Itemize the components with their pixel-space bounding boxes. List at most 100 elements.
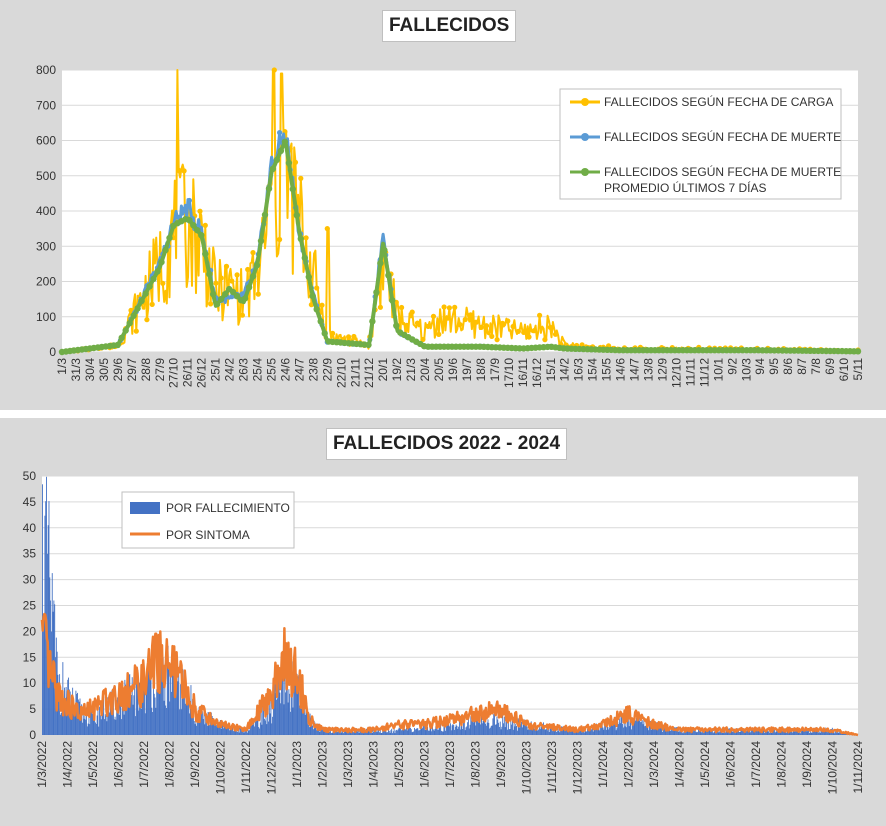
bar-por-fallecimiento [284,648,286,735]
data-point [265,185,273,192]
data-point [324,226,330,232]
data-point [389,297,396,304]
data-point [373,289,380,296]
bar-por-fallecimiento [705,728,707,735]
bar-por-fallecimiento [161,663,163,735]
bar-por-fallecimiento [148,655,149,735]
data-point [202,250,209,258]
bar-por-fallecimiento [254,726,256,735]
bar-por-fallecimiento [104,714,106,735]
bar-por-fallecimiento [211,716,213,735]
bar-por-fallecimiento [438,722,440,735]
x-tick-label: 17/9 [488,358,502,382]
bar-por-fallecimiento [370,732,372,735]
bar-por-fallecimiento [521,727,523,735]
x-tick-label: 18/8 [474,358,488,382]
bar-por-fallecimiento [601,720,603,735]
bar-por-fallecimiento [524,719,526,735]
bar-por-fallecimiento [534,728,535,735]
bar-por-fallecimiento [74,706,76,735]
y-tick-label: 35 [23,547,37,561]
bar-por-fallecimiento [673,728,675,735]
bar-por-fallecimiento [403,729,405,735]
bar-por-fallecimiento [176,664,178,735]
bar-por-fallecimiento [619,723,621,735]
bar-por-fallecimiento [629,718,631,735]
data-point [297,235,304,242]
bar-por-fallecimiento [409,726,411,735]
data-point [245,266,251,273]
bar-por-fallecimiento [316,730,318,735]
x-tick-label: 15/1 [544,358,558,382]
bar-por-fallecimiento [277,698,278,735]
data-point [369,318,376,325]
data-point [198,232,205,239]
bar-por-fallecimiento [320,728,322,735]
bar-por-fallecimiento [381,733,383,735]
bar-por-fallecimiento [513,717,515,735]
bar-por-fallecimiento [172,664,174,735]
bar-por-fallecimiento [114,716,116,735]
bar-por-fallecimiento [115,719,117,735]
bar-por-fallecimiento [92,710,94,735]
x-tick-label: 11/12 [697,358,711,387]
bar-por-fallecimiento [429,723,431,735]
bar-por-fallecimiento [569,730,571,735]
bar-por-fallecimiento [165,705,167,735]
bar-por-fallecimiento [618,718,620,735]
bar-por-fallecimiento [64,703,66,735]
bar-por-fallecimiento [130,695,132,735]
data-point [277,236,283,243]
bar-por-fallecimiento [268,721,269,735]
bar-por-fallecimiento [699,731,701,735]
bar-por-fallecimiento [764,732,766,735]
bar-por-fallecimiento [434,729,436,735]
bar-por-fallecimiento [290,711,291,735]
x-tick-label: 1/5/2022 [86,741,100,788]
bar-por-fallecimiento [147,670,149,735]
data-point [208,301,214,307]
x-tick-label: 20/4 [418,358,432,382]
bar-por-fallecimiento [316,727,318,735]
x-tick-label: 1/3/2024 [647,741,661,788]
bar-por-fallecimiento [821,728,823,735]
x-tick-label: 20/5 [432,358,446,382]
bar-por-fallecimiento [474,720,476,735]
bar-por-fallecimiento [732,731,734,735]
bar-por-fallecimiento [454,729,455,735]
x-tick-label: 27/9 [153,358,167,382]
bar-por-fallecimiento [724,732,726,735]
data-point [430,313,437,319]
bar-por-fallecimiento [239,727,241,735]
data-point [285,159,293,167]
bar-por-fallecimiento [642,724,644,735]
bar-por-fallecimiento [811,732,813,735]
bar-por-fallecimiento [201,704,203,735]
bar-por-fallecimiento [476,713,478,735]
bar-por-fallecimiento [63,705,65,735]
bar-por-fallecimiento [81,722,83,735]
bar-por-fallecimiento [415,729,417,735]
bar-por-fallecimiento [720,730,721,735]
bar-por-fallecimiento [543,725,545,735]
bar-por-fallecimiento [563,727,565,735]
bar-por-fallecimiento [628,726,630,735]
x-tick-label: 1/6/2022 [112,741,126,788]
bar-por-fallecimiento [498,722,500,735]
bar-por-fallecimiento [106,721,108,735]
bar-por-fallecimiento [537,730,539,735]
bar-por-fallecimiento [670,731,672,735]
bar-por-fallecimiento [775,731,777,735]
bar-por-fallecimiento [802,730,804,735]
bar-por-fallecimiento [405,728,407,735]
bar-por-fallecimiento [293,669,295,735]
bar-por-fallecimiento [123,714,125,735]
bar-por-fallecimiento [343,731,345,735]
bar-por-fallecimiento [565,727,566,735]
bar-por-fallecimiento [756,730,757,735]
bar-por-fallecimiento [508,729,510,735]
data-point [233,293,241,300]
bar-por-fallecimiento [86,726,88,735]
bar-por-fallecimiento [258,727,260,735]
bar-por-fallecimiento [598,724,600,735]
